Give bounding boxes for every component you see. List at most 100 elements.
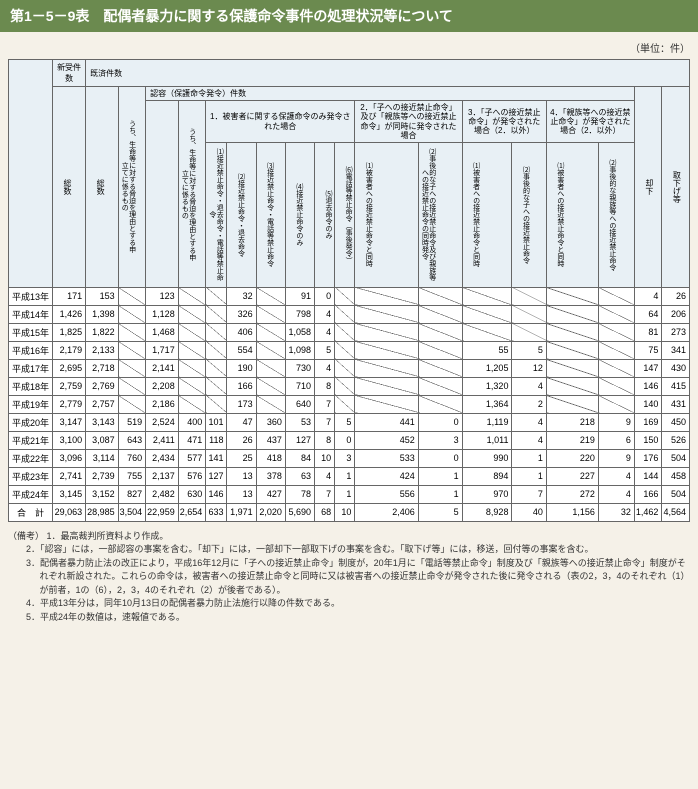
table-cell: [355, 395, 418, 413]
table-cell: 150: [634, 431, 662, 449]
table-cell: 144: [634, 467, 662, 485]
h-disposed: 既済件数: [86, 60, 690, 87]
table-cell: 0: [315, 287, 335, 305]
table-cell: 643: [118, 431, 146, 449]
table-cell: 68: [315, 503, 335, 521]
table-cell: 2,524: [146, 413, 179, 431]
table-cell: [335, 377, 355, 395]
table-cell: 1: [335, 485, 355, 503]
h-dismiss: 却下: [636, 117, 654, 257]
table-cell: 526: [662, 431, 690, 449]
table-cell: [118, 341, 146, 359]
table-cell: 452: [355, 431, 418, 449]
table-cell: 2,434: [146, 449, 179, 467]
table-cell: 2,695: [53, 359, 86, 377]
table-cell: 28,985: [86, 503, 119, 521]
note-5: 5．平成24年の数値は，速報値である。: [8, 611, 690, 625]
table-cell: 4: [512, 377, 546, 395]
table-cell: 4: [315, 359, 335, 377]
table-cell: [118, 323, 146, 341]
table-cell: [418, 395, 462, 413]
table-cell: 166: [634, 485, 662, 503]
table-cell: 2,406: [355, 503, 418, 521]
table-cell: 63: [285, 467, 314, 485]
h-d2: ⑵事後的な子への接近禁止命令及び親族等への接近禁止命令の同時発令: [420, 145, 436, 285]
table-cell: 47: [227, 413, 256, 431]
table-cell: 341: [662, 341, 690, 359]
table-cell: 2,718: [86, 359, 119, 377]
table-cell: 272: [546, 485, 598, 503]
table-cell: 123: [146, 287, 179, 305]
table-cell: [256, 359, 285, 377]
table-cell: 4: [315, 323, 335, 341]
table-cell: [462, 305, 512, 323]
table-cell: [118, 287, 146, 305]
table-cell: [206, 377, 227, 395]
table-cell: [178, 395, 206, 413]
table-cell: 118: [206, 431, 227, 449]
row-year: 平成17年: [9, 359, 53, 377]
table-cell: [462, 287, 512, 305]
row-year: 平成20年: [9, 413, 53, 431]
table-cell: 2,759: [53, 377, 86, 395]
table-cell: 4: [598, 467, 634, 485]
table-cell: 10: [315, 449, 335, 467]
table-cell: [418, 287, 462, 305]
table-cell: 146: [206, 485, 227, 503]
table-cell: 0: [335, 431, 355, 449]
table-cell: 3,100: [53, 431, 86, 449]
h-g1: 1．被害者に関する保護命令のみ発令された場合: [206, 101, 355, 143]
table-cell: [256, 377, 285, 395]
table-cell: 2,208: [146, 377, 179, 395]
table-cell: 730: [285, 359, 314, 377]
table-cell: 556: [355, 485, 418, 503]
note-1: 1．最高裁判所資料より作成。: [47, 531, 169, 541]
table-cell: 9: [598, 449, 634, 467]
row-year: 平成14年: [9, 305, 53, 323]
table-cell: 206: [662, 305, 690, 323]
table-cell: 3,143: [86, 413, 119, 431]
row-year: 平成22年: [9, 449, 53, 467]
table-cell: 2,020: [256, 503, 285, 521]
row-year: 平成24年: [9, 485, 53, 503]
table-cell: 3: [335, 449, 355, 467]
table-cell: 827: [118, 485, 146, 503]
table-cell: 990: [462, 449, 512, 467]
table-cell: 4: [315, 467, 335, 485]
table-cell: 471: [178, 431, 206, 449]
table-cell: [512, 305, 546, 323]
table-cell: 431: [662, 395, 690, 413]
table-cell: [418, 341, 462, 359]
table-cell: 13: [227, 467, 256, 485]
data-table: 新受件数 既済件数 総数 総数 うち、生命等に対する脅迫を理由とする申立てに係る…: [8, 59, 690, 522]
table-cell: 218: [546, 413, 598, 431]
table-cell: 504: [662, 449, 690, 467]
table-cell: 441: [355, 413, 418, 431]
table-cell: 5,690: [285, 503, 314, 521]
table-cell: 146: [634, 377, 662, 395]
table-cell: 1: [418, 467, 462, 485]
table-cell: 1,128: [146, 305, 179, 323]
table-cell: 2,757: [86, 395, 119, 413]
table-cell: [418, 323, 462, 341]
table-cell: 4: [598, 485, 634, 503]
table-cell: 5: [335, 413, 355, 431]
h-f2: ⑵事後的な親族等への接近禁止命令: [600, 145, 616, 285]
table-cell: 760: [118, 449, 146, 467]
h-c1: ⑴接近禁止命令・退去命令・電話等禁止命令: [207, 145, 223, 285]
table-cell: 504: [662, 485, 690, 503]
table-cell: 1,717: [146, 341, 179, 359]
table-cell: 2,186: [146, 395, 179, 413]
table-cell: [462, 323, 512, 341]
table-cell: [418, 305, 462, 323]
table-cell: [546, 287, 598, 305]
table-cell: 2,141: [146, 359, 179, 377]
table-cell: 1,364: [462, 395, 512, 413]
table-cell: 1: [512, 449, 546, 467]
table-cell: [178, 323, 206, 341]
table-cell: [118, 377, 146, 395]
row-year: 平成13年: [9, 287, 53, 305]
page-title: 第1－5－9表 配偶者暴力に関する保護命令事件の処理状況等について: [0, 0, 698, 32]
table-cell: 8: [315, 377, 335, 395]
table-cell: 7: [315, 395, 335, 413]
